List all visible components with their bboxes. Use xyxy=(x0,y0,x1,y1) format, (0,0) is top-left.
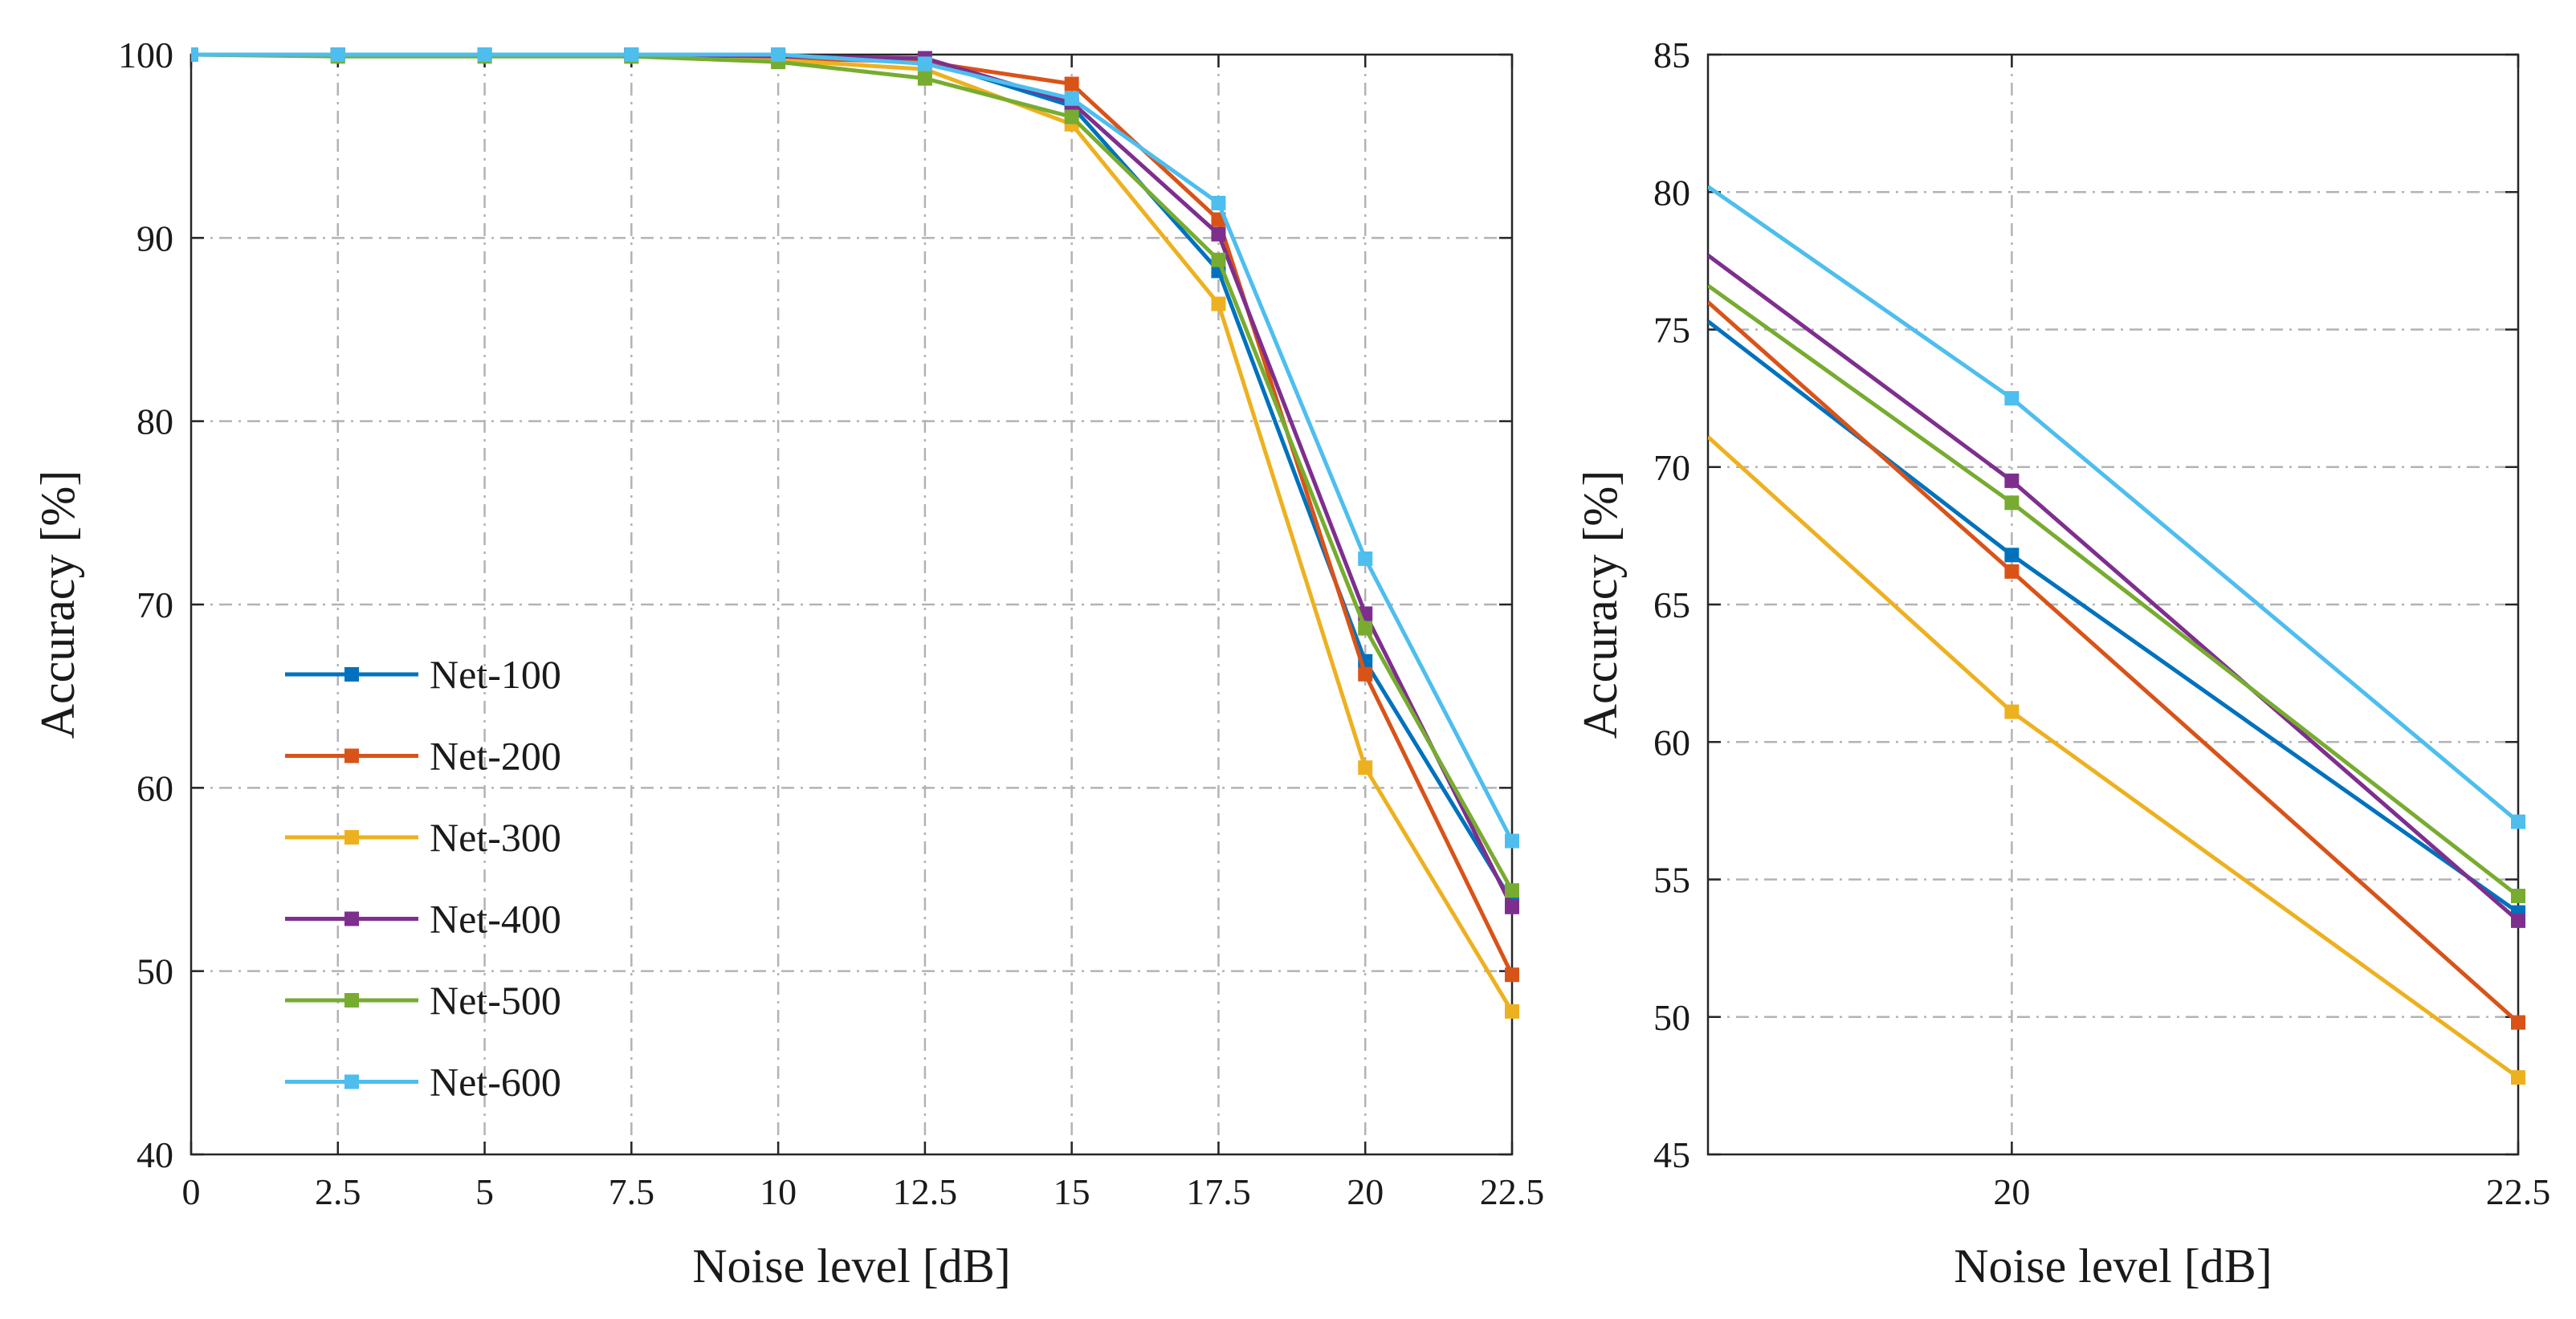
data-point xyxy=(917,71,932,86)
series-line xyxy=(191,52,1514,842)
x-axis-title: Noise level [dB] xyxy=(692,1240,1011,1293)
data-point xyxy=(2004,564,2020,579)
data-point xyxy=(330,47,345,62)
x-tick-label: 0 xyxy=(182,1171,201,1212)
data-point xyxy=(2004,548,2020,563)
left-chart-panel: 0 2.5 5 7.5 10 12.5 15 17.5 20 22.5 40 50 60 70 80 90 10… xyxy=(31,35,1544,1293)
x-tick-label: 17.5 xyxy=(1186,1171,1251,1212)
series-net-100 xyxy=(1708,320,2525,920)
data-point xyxy=(2511,889,2525,904)
y-tick-label: 50 xyxy=(137,951,173,992)
series-net-600 xyxy=(191,47,1519,849)
data-point xyxy=(1505,833,1519,849)
x-tick-label: 12.5 xyxy=(893,1171,958,1212)
legend-label: Net-300 xyxy=(430,815,561,860)
series-net-200 xyxy=(1708,300,2525,1030)
y-tick-label: 80 xyxy=(1653,172,1690,213)
legend-label: Net-200 xyxy=(430,734,561,779)
data-point xyxy=(2004,473,2020,488)
legend-swatch-marker xyxy=(344,993,359,1008)
legend-swatch-marker xyxy=(344,748,359,763)
legend-swatch-marker xyxy=(344,911,359,926)
data-point xyxy=(1358,666,1373,682)
y-tick-label: 85 xyxy=(1653,35,1690,75)
y-tick-label: 50 xyxy=(1653,997,1690,1038)
data-point xyxy=(1358,760,1373,776)
x-axis-title: Noise level [dB] xyxy=(1954,1240,2272,1293)
data-point xyxy=(1505,899,1519,914)
data-point xyxy=(2511,814,2525,829)
data-point xyxy=(1505,883,1519,898)
data-point xyxy=(1211,195,1226,210)
data-point xyxy=(2004,495,2020,511)
y-tick-label: 60 xyxy=(1653,722,1690,763)
y-tick-label: 100 xyxy=(118,35,173,75)
legend-swatch-marker xyxy=(344,667,359,682)
series-net-500 xyxy=(1708,283,2525,904)
legend: Net-100 Net-200 Net-300 Net-400 Net-500 Net-6… xyxy=(285,652,561,1105)
y-tick-label: 80 xyxy=(137,401,173,442)
y-tick-label: 55 xyxy=(1653,860,1690,901)
series-net-300 xyxy=(1708,435,2525,1085)
data-point xyxy=(2511,913,2525,928)
legend-item: Net-200 xyxy=(285,734,561,779)
y-axis-title: Accuracy [%] xyxy=(1574,470,1627,739)
x-tick-label: 15 xyxy=(1054,1171,1090,1212)
data-point xyxy=(1211,252,1226,267)
data-point xyxy=(191,47,198,62)
x-tick-label: 5 xyxy=(475,1171,494,1212)
data-point xyxy=(1064,109,1079,124)
y-tick-label: 75 xyxy=(1653,310,1690,351)
data-point xyxy=(2511,1070,2525,1085)
x-tick-label: 10 xyxy=(760,1171,797,1212)
data-point xyxy=(917,56,932,71)
x-tick-label: 22.5 xyxy=(1480,1171,1545,1212)
y-tick-label: 45 xyxy=(1653,1134,1690,1175)
y-axis-title: Accuracy [%] xyxy=(31,470,84,739)
x-tick-label: 7.5 xyxy=(609,1171,655,1212)
data-point xyxy=(1505,967,1519,983)
data-point xyxy=(1358,621,1373,636)
data-point xyxy=(1064,76,1079,92)
legend-item: Net-300 xyxy=(285,815,561,860)
y-tick-label: 90 xyxy=(137,218,173,259)
data-point xyxy=(624,47,639,62)
y-tick-label: 60 xyxy=(137,767,173,808)
data-point xyxy=(1358,551,1373,566)
legend-swatch-marker xyxy=(344,1074,359,1089)
data-point xyxy=(1505,1003,1519,1019)
right-chart-panel: 20 22.5 45 50 55 60 65 70 75 80 85 Noise level [dB]… xyxy=(1574,35,2550,1293)
legend-item: Net-600 xyxy=(285,1060,561,1105)
legend-label: Net-600 xyxy=(430,1060,561,1105)
y-tick-label: 70 xyxy=(137,584,173,625)
legend-label: Net-400 xyxy=(430,897,561,942)
data-point xyxy=(1211,226,1226,242)
y-tick-label: 70 xyxy=(1653,447,1690,488)
legend-item: Net-100 xyxy=(285,652,561,697)
legend-label: Net-100 xyxy=(430,652,561,697)
data-point xyxy=(2511,1015,2525,1030)
legend-item: Net-500 xyxy=(285,978,561,1023)
y-tick-label: 65 xyxy=(1653,584,1690,625)
x-tick-label: 20 xyxy=(1347,1171,1384,1212)
x-tick-label: 20 xyxy=(1993,1171,2030,1212)
data-point xyxy=(2004,391,2020,406)
data-point xyxy=(1064,91,1079,106)
x-tick-label: 2.5 xyxy=(315,1171,361,1212)
series-net-600 xyxy=(1708,185,2525,829)
legend-label: Net-500 xyxy=(430,978,561,1023)
legend-item: Net-400 xyxy=(285,897,561,942)
data-point xyxy=(771,47,786,62)
x-tick-label: 22.5 xyxy=(2486,1171,2551,1212)
y-tick-label: 40 xyxy=(137,1134,173,1175)
data-point xyxy=(477,47,492,62)
data-point xyxy=(1211,296,1226,311)
legend-swatch-marker xyxy=(344,830,359,845)
series-net-400 xyxy=(1708,254,2525,928)
data-point xyxy=(2004,704,2020,719)
